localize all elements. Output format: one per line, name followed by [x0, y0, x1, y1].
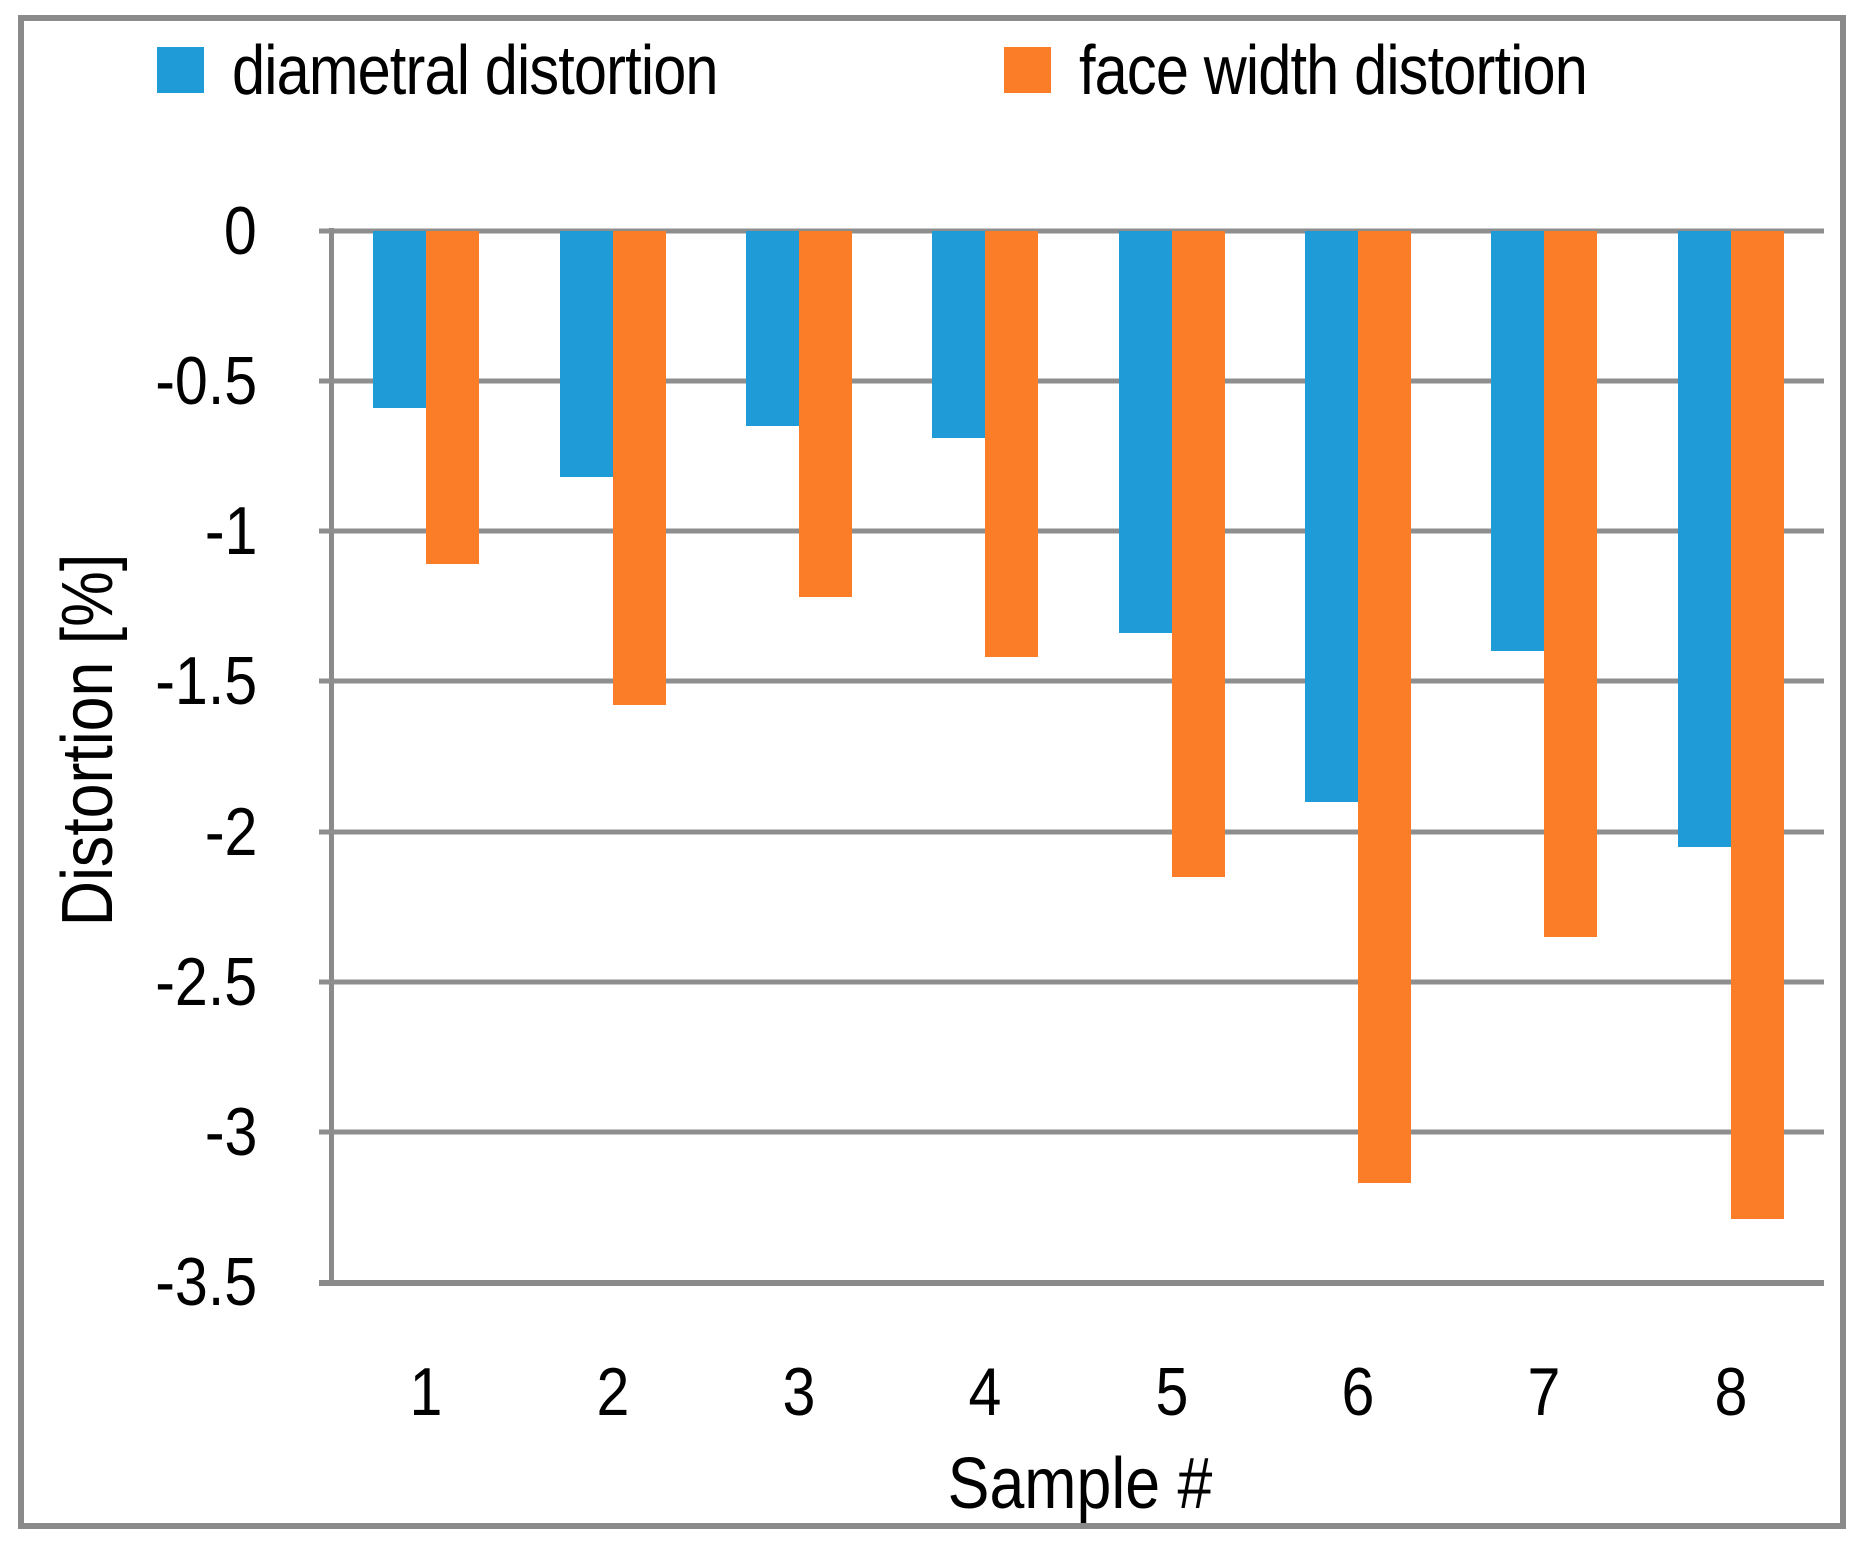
gridline-y--1.5	[319, 678, 1824, 684]
bar-face-width-sample-7	[1544, 231, 1598, 937]
x-tick-label-6: 6	[1341, 1354, 1375, 1430]
gridline-y--2	[319, 829, 1824, 835]
x-tick-label-4: 4	[968, 1354, 1002, 1430]
bar-face-width-sample-2	[612, 231, 666, 706]
gridline-y--2.5	[319, 979, 1824, 985]
bar-face-width-sample-1	[426, 231, 480, 565]
bar-diametral-sample-6	[1305, 231, 1359, 802]
legend-swatch-blue	[157, 47, 204, 93]
x-axis-title: Sample #	[947, 1444, 1213, 1524]
x-tick-label-3: 3	[782, 1354, 816, 1430]
x-tick-label-2: 2	[596, 1354, 630, 1430]
y-tick-label--1.5: -1.5	[155, 643, 257, 720]
x-tick-label-1: 1	[409, 1354, 443, 1430]
y-tick-label--1: -1	[204, 493, 257, 570]
gridline-y--3	[319, 1129, 1824, 1135]
bar-face-width-sample-3	[798, 231, 852, 598]
bar-diametral-sample-7	[1491, 231, 1545, 652]
y-axis-tick-labels: 0 -0.5 -1 -1.5 -2 -2.5 -3 -3.5	[0, 197, 257, 1316]
bar-face-width-sample-5	[1171, 231, 1225, 877]
bar-face-width-sample-6	[1358, 231, 1412, 1183]
bar-diametral-sample-8	[1677, 231, 1731, 847]
x-axis-tick-labels: 1 2 3 4 5 6 7 8	[333, 1352, 1824, 1432]
x-tick-label-5: 5	[1155, 1354, 1189, 1430]
x-tick-label-7: 7	[1527, 1354, 1561, 1430]
x-tick-label-8: 8	[1714, 1354, 1748, 1430]
y-axis-line	[329, 228, 334, 1285]
gridline-y-0	[319, 228, 1824, 234]
legend-item-face-width: face width distortion	[1004, 28, 1677, 112]
bar-diametral-sample-5	[1118, 231, 1172, 634]
bar-face-width-sample-8	[1730, 231, 1784, 1219]
plot-area	[319, 228, 1824, 1282]
y-tick-label--2: -2	[204, 793, 257, 870]
legend-item-diametral: diametral distortion	[157, 28, 803, 112]
y-tick-label--3: -3	[204, 1093, 257, 1170]
bar-diametral-sample-1	[373, 231, 427, 409]
bar-diametral-sample-2	[559, 231, 613, 478]
y-tick-label-0: 0	[224, 193, 257, 269]
y-tick-label--2.5: -2.5	[155, 943, 257, 1020]
bar-diametral-sample-3	[745, 231, 799, 427]
y-axis-title: Distortion [%]	[48, 553, 128, 927]
bar-diametral-sample-4	[932, 231, 986, 439]
legend-label-diametral: diametral distortion	[232, 31, 719, 109]
bar-face-width-sample-4	[985, 231, 1039, 658]
x-axis-line	[319, 1280, 1824, 1286]
y-tick-label--0.5: -0.5	[155, 343, 257, 420]
legend-swatch-orange	[1004, 47, 1051, 93]
gridline-y--0.5	[319, 378, 1824, 384]
gridline-y--1	[319, 528, 1824, 534]
y-tick-label--3.5: -3.5	[155, 1244, 257, 1320]
legend-label-face-width: face width distortion	[1079, 31, 1588, 109]
